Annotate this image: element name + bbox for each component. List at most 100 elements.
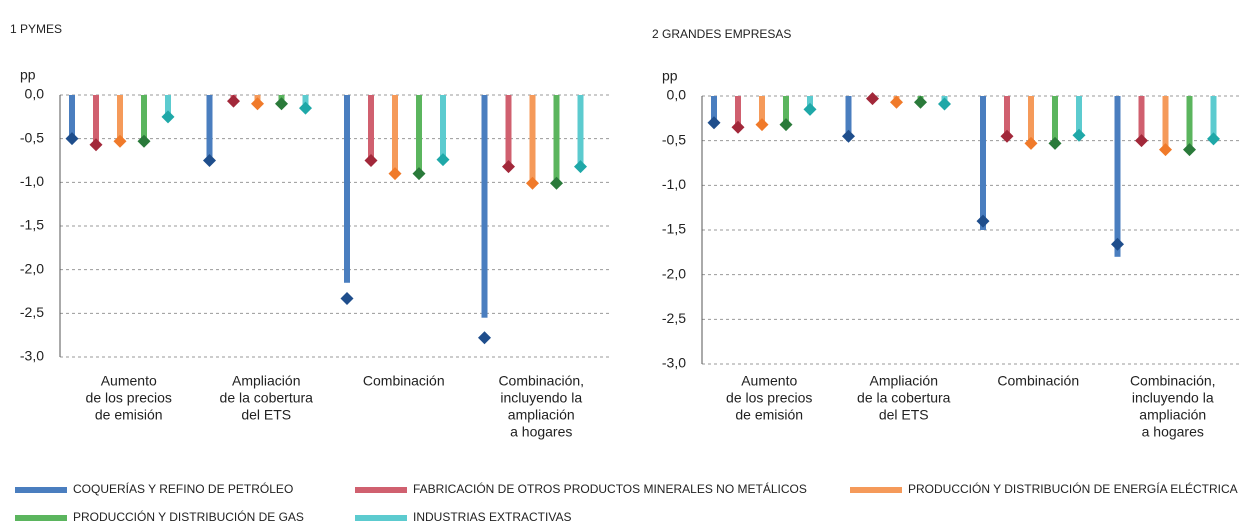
bar	[1028, 96, 1034, 143]
y-tick-label: -2,5	[20, 304, 44, 320]
marker	[731, 120, 745, 134]
x-tick-label: incluyendo la	[500, 390, 582, 406]
x-tick-label: ampliación	[1139, 407, 1206, 423]
y-tick-label: -3,0	[20, 348, 44, 364]
y-axis-label: pp	[662, 68, 678, 84]
legend-label: FABRICACIÓN DE OTROS PRODUCTOS MINERALES…	[413, 481, 807, 496]
bar	[368, 95, 374, 161]
bar	[1052, 96, 1058, 143]
marker	[842, 129, 855, 143]
y-tick-label: -1,0	[20, 173, 44, 189]
marker	[1024, 136, 1038, 150]
chart-title: 2 GRANDES EMPRESAS	[652, 27, 791, 41]
marker	[275, 97, 288, 111]
marker	[574, 160, 587, 174]
marker	[914, 95, 927, 109]
bar	[1076, 96, 1082, 137]
marker	[803, 102, 817, 116]
legend-swatch	[15, 515, 67, 521]
marker	[299, 101, 312, 115]
marker	[227, 94, 240, 108]
bar	[845, 96, 852, 137]
x-tick-label: Aumento	[741, 373, 797, 389]
y-tick-label: -1,5	[20, 217, 44, 233]
marker	[137, 134, 151, 148]
y-tick-label: -3,0	[662, 355, 686, 371]
x-tick-label: de la cobertura	[857, 390, 951, 406]
bar	[141, 95, 147, 141]
legend-swatch	[15, 487, 67, 493]
marker	[707, 116, 721, 130]
bar	[1004, 96, 1010, 137]
marker	[779, 118, 793, 132]
marker	[161, 110, 175, 124]
bar	[783, 96, 789, 126]
bar	[759, 96, 765, 126]
bar	[302, 95, 309, 109]
x-tick-label: incluyendo la	[1132, 390, 1214, 406]
bar	[807, 96, 813, 110]
chart-title: 1 PYMES	[10, 22, 62, 36]
x-tick-label: de los precios	[726, 390, 812, 406]
marker	[550, 176, 563, 190]
x-tick-label: Combinación,	[498, 373, 584, 389]
y-tick-label: -2,5	[662, 310, 686, 326]
marker	[1183, 143, 1196, 157]
marker	[755, 118, 769, 132]
marker	[412, 167, 426, 181]
x-tick-label: de la cobertura	[220, 390, 314, 406]
bar	[416, 95, 422, 172]
bar	[1138, 96, 1145, 141]
bar	[1114, 96, 1121, 257]
y-tick-label: -1,0	[662, 176, 686, 192]
bar	[165, 95, 171, 117]
bar	[980, 96, 986, 230]
marker	[526, 176, 539, 190]
marker	[866, 92, 879, 106]
legend-label: PRODUCCIÓN Y DISTRIBUCIÓN DE GAS	[73, 509, 304, 524]
marker	[203, 154, 216, 167]
y-tick-label: 0,0	[667, 87, 687, 103]
x-tick-label: de los precios	[86, 390, 172, 406]
x-tick-label: a hogares	[510, 424, 572, 440]
marker	[938, 97, 951, 111]
x-tick-label: de emisión	[735, 407, 803, 423]
x-tick-label: del ETS	[241, 407, 291, 423]
x-tick-label: Combinación,	[1130, 373, 1216, 389]
marker	[1000, 129, 1014, 143]
marker	[1135, 134, 1148, 148]
legend-label: INDUSTRIAS EXTRACTIVAS	[413, 510, 571, 524]
bar	[1210, 96, 1217, 141]
y-tick-label: -1,5	[662, 221, 686, 237]
x-tick-label: de emisión	[95, 407, 163, 423]
legend-swatch	[355, 515, 407, 521]
bar	[1186, 96, 1193, 150]
y-tick-label: -0,5	[20, 129, 44, 145]
marker	[1207, 132, 1220, 146]
bar	[206, 95, 213, 161]
bar	[553, 95, 560, 183]
x-tick-label: Aumento	[101, 373, 157, 389]
x-tick-label: ampliación	[508, 407, 575, 423]
bar	[344, 95, 350, 283]
bar	[529, 95, 536, 183]
marker	[251, 97, 264, 111]
legend-label: PRODUCCIÓN Y DISTRIBUCIÓN DE ENERGÍA ELÉ…	[908, 481, 1238, 496]
bar	[93, 95, 99, 144]
y-tick-label: -2,0	[662, 265, 686, 281]
y-tick-label: -2,0	[20, 260, 44, 276]
bar	[440, 95, 446, 161]
marker	[1111, 237, 1124, 251]
bar	[69, 95, 75, 137]
x-tick-label: Ampliación	[870, 373, 938, 389]
y-axis-label: pp	[20, 67, 36, 83]
legend-swatch	[850, 487, 902, 493]
marker	[65, 132, 79, 146]
y-tick-label: 0,0	[25, 86, 45, 102]
legend-swatch	[355, 487, 407, 493]
x-tick-label: Ampliación	[232, 373, 300, 389]
legend-label: COQUERÍAS Y REFINO DE PETRÓLEO	[73, 481, 293, 496]
bar	[505, 95, 512, 165]
bar	[1162, 96, 1169, 150]
